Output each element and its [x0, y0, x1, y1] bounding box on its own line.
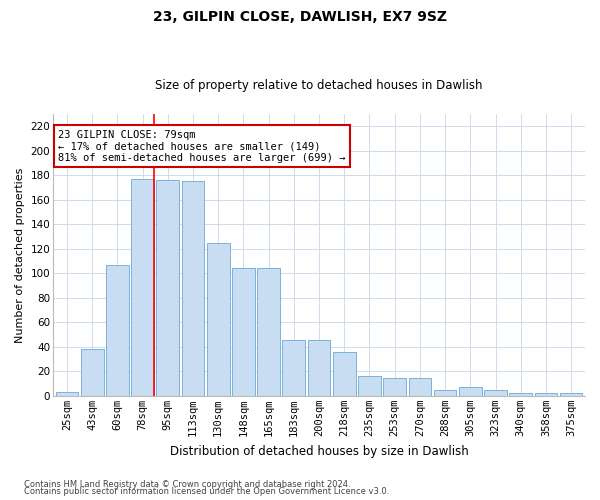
Bar: [509, 394, 532, 396]
Bar: [535, 394, 557, 396]
Bar: [257, 268, 280, 396]
Bar: [157, 180, 179, 396]
Bar: [484, 390, 507, 396]
Bar: [81, 350, 104, 396]
Bar: [56, 392, 78, 396]
Title: Size of property relative to detached houses in Dawlish: Size of property relative to detached ho…: [155, 79, 483, 92]
X-axis label: Distribution of detached houses by size in Dawlish: Distribution of detached houses by size …: [170, 444, 469, 458]
Bar: [207, 242, 230, 396]
Bar: [459, 388, 482, 396]
Bar: [358, 376, 381, 396]
Bar: [308, 340, 331, 396]
Bar: [131, 179, 154, 396]
Bar: [283, 340, 305, 396]
Y-axis label: Number of detached properties: Number of detached properties: [15, 168, 25, 342]
Text: Contains public sector information licensed under the Open Government Licence v3: Contains public sector information licen…: [24, 487, 389, 496]
Bar: [383, 378, 406, 396]
Bar: [106, 264, 129, 396]
Bar: [560, 394, 583, 396]
Bar: [182, 182, 205, 396]
Text: 23 GILPIN CLOSE: 79sqm
← 17% of detached houses are smaller (149)
81% of semi-de: 23 GILPIN CLOSE: 79sqm ← 17% of detached…: [58, 130, 346, 162]
Text: Contains HM Land Registry data © Crown copyright and database right 2024.: Contains HM Land Registry data © Crown c…: [24, 480, 350, 489]
Bar: [434, 390, 457, 396]
Bar: [333, 352, 356, 396]
Bar: [232, 268, 255, 396]
Text: 23, GILPIN CLOSE, DAWLISH, EX7 9SZ: 23, GILPIN CLOSE, DAWLISH, EX7 9SZ: [153, 10, 447, 24]
Bar: [409, 378, 431, 396]
